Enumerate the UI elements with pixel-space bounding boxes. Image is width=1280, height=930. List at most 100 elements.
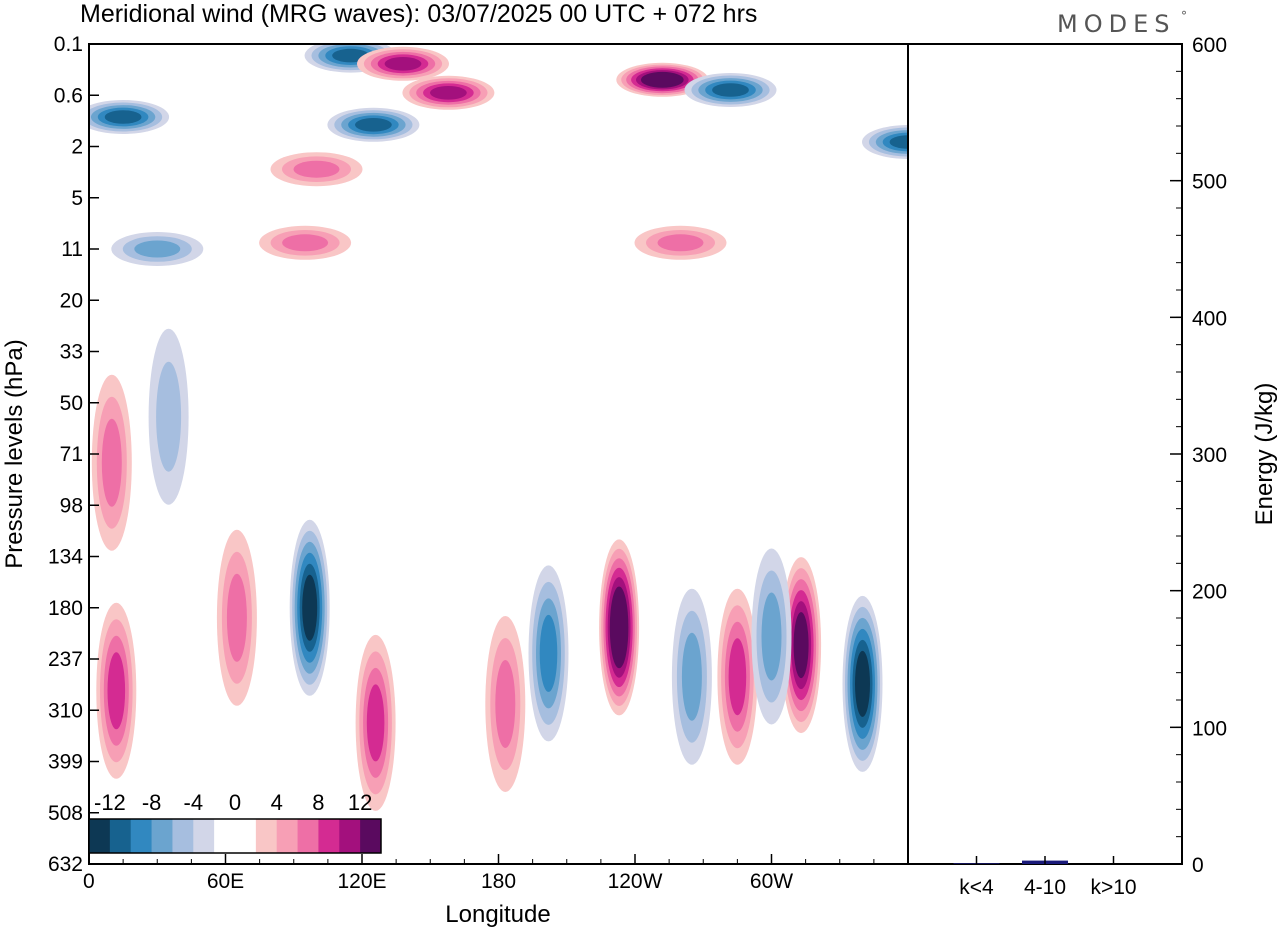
wind-cell [781, 557, 822, 734]
colorbar-swatch [214, 819, 236, 853]
colorbar-swatch [172, 819, 194, 853]
wind-contour [761, 592, 782, 681]
wind-cell [327, 107, 420, 142]
x-tick-label: 0 [83, 870, 95, 893]
energy-tick-label: 300 [1192, 444, 1227, 467]
energy-axis: 0 100 200 300 400 500 600 [1170, 34, 1227, 877]
y-axis: 0.1 0.6 2 5 11 20 33 50 71 98 134 180 237 310 399 508 63… [48, 33, 99, 876]
wind-contour [728, 638, 747, 716]
wind-contour [645, 73, 679, 86]
energy-bars: k<4 4-10 k>10 [953, 856, 1137, 899]
wind-contour [104, 110, 142, 124]
energy-tick-label: 600 [1192, 34, 1227, 57]
y-tick-label: 508 [48, 802, 83, 825]
y-tick-label: 180 [48, 597, 83, 620]
wind-cell [357, 46, 449, 81]
wind-cell [842, 595, 883, 772]
wind-cell [684, 73, 777, 107]
y-tick-label: 33 [60, 341, 83, 364]
wind-contour [657, 234, 704, 252]
colorbar-swatch [89, 819, 111, 853]
energy-axis-label: Energy (J/kg) [1251, 383, 1278, 526]
y-tick-label: 134 [48, 546, 83, 569]
energy-category-label: k<4 [959, 876, 994, 899]
wind-contour [384, 57, 422, 71]
y-tick-label: 310 [48, 699, 83, 722]
colorbar: -12 -8 -4 0 4 8 12 [88, 790, 382, 854]
y-tick-label: 50 [60, 392, 83, 415]
colorbar-swatch [193, 819, 215, 853]
x-tick-label: 60W [750, 870, 793, 893]
colorbar-swatch [109, 819, 132, 853]
colorbar-label: -8 [142, 790, 162, 815]
wind-cell [91, 374, 132, 551]
wind-cell [485, 616, 526, 792]
colorbar-swatch [318, 819, 340, 853]
energy-tick-label: 0 [1192, 854, 1204, 877]
wind-contour [134, 240, 181, 258]
wind-contour [156, 361, 182, 472]
energy-category-label: 4-10 [1024, 876, 1066, 899]
wind-contour [430, 86, 467, 100]
colorbar-swatch [339, 819, 361, 853]
wind-cell [289, 519, 330, 696]
y-tick-label: 20 [60, 289, 83, 312]
colorbar-swatch [297, 819, 319, 853]
wind-cell [259, 225, 352, 260]
wind-contour [293, 160, 340, 178]
x-axis: 0 60E 120E 180 120W 60W [83, 854, 909, 893]
wind-heatmap [89, 44, 908, 864]
wind-cell [528, 565, 569, 742]
energy-tick-label: 400 [1192, 307, 1227, 330]
colorbar-swatch [151, 819, 173, 853]
wind-cell [751, 548, 792, 725]
wind-contour [226, 573, 247, 662]
energy-tick-label: 500 [1192, 171, 1227, 194]
y-tick-label: 11 [61, 238, 83, 261]
x-tick-label: 60E [207, 870, 244, 893]
colorbar-label: -4 [184, 790, 204, 815]
colorbar-swatch [276, 819, 298, 853]
wind-contour [855, 650, 870, 717]
wind-cell [111, 232, 204, 266]
wind-cell [634, 225, 727, 260]
y-tick-label: 0.6 [54, 84, 83, 107]
x-axis-label: Longitude [445, 901, 550, 928]
energy-tick-label: 100 [1192, 717, 1227, 740]
colorbar-label: -12 [94, 790, 126, 815]
wind-contour [495, 660, 516, 748]
brand-logo: MODES [1057, 10, 1175, 38]
wind-cell [671, 588, 712, 765]
wind-cell [96, 602, 137, 779]
wind-cell [355, 634, 396, 811]
x-tick-label: 120W [608, 870, 663, 893]
wind-contour [612, 596, 627, 659]
wind-contour [107, 652, 126, 730]
wind-cell [216, 529, 257, 706]
colorbar-frame [88, 818, 382, 854]
y-tick-label: 98 [60, 494, 83, 517]
brand-mark: ° [1181, 9, 1187, 23]
energy-panel [907, 43, 1183, 865]
wind-contour [712, 83, 749, 97]
colorbar-label: 8 [312, 790, 324, 815]
wind-cell [599, 539, 640, 716]
wind-cell [148, 328, 189, 505]
wind-cell [402, 75, 495, 110]
wind-contour [793, 612, 809, 679]
energy-category-label: k>10 [1090, 876, 1136, 899]
colorbar-label: 4 [271, 790, 283, 815]
wind-contour [366, 684, 385, 762]
wind-cell [270, 152, 363, 187]
wind-contour [355, 118, 392, 132]
y-tick-label: 632 [48, 853, 83, 876]
energy-tick-label: 200 [1192, 581, 1227, 604]
wind-cell [862, 125, 908, 159]
y-tick-label: 237 [48, 648, 83, 671]
y-tick-label: 5 [71, 187, 83, 210]
y-tick-label: 0.1 [54, 33, 83, 56]
x-tick-label: 120E [337, 870, 386, 893]
wind-cell [717, 588, 758, 765]
colorbar-swatch [360, 819, 382, 853]
